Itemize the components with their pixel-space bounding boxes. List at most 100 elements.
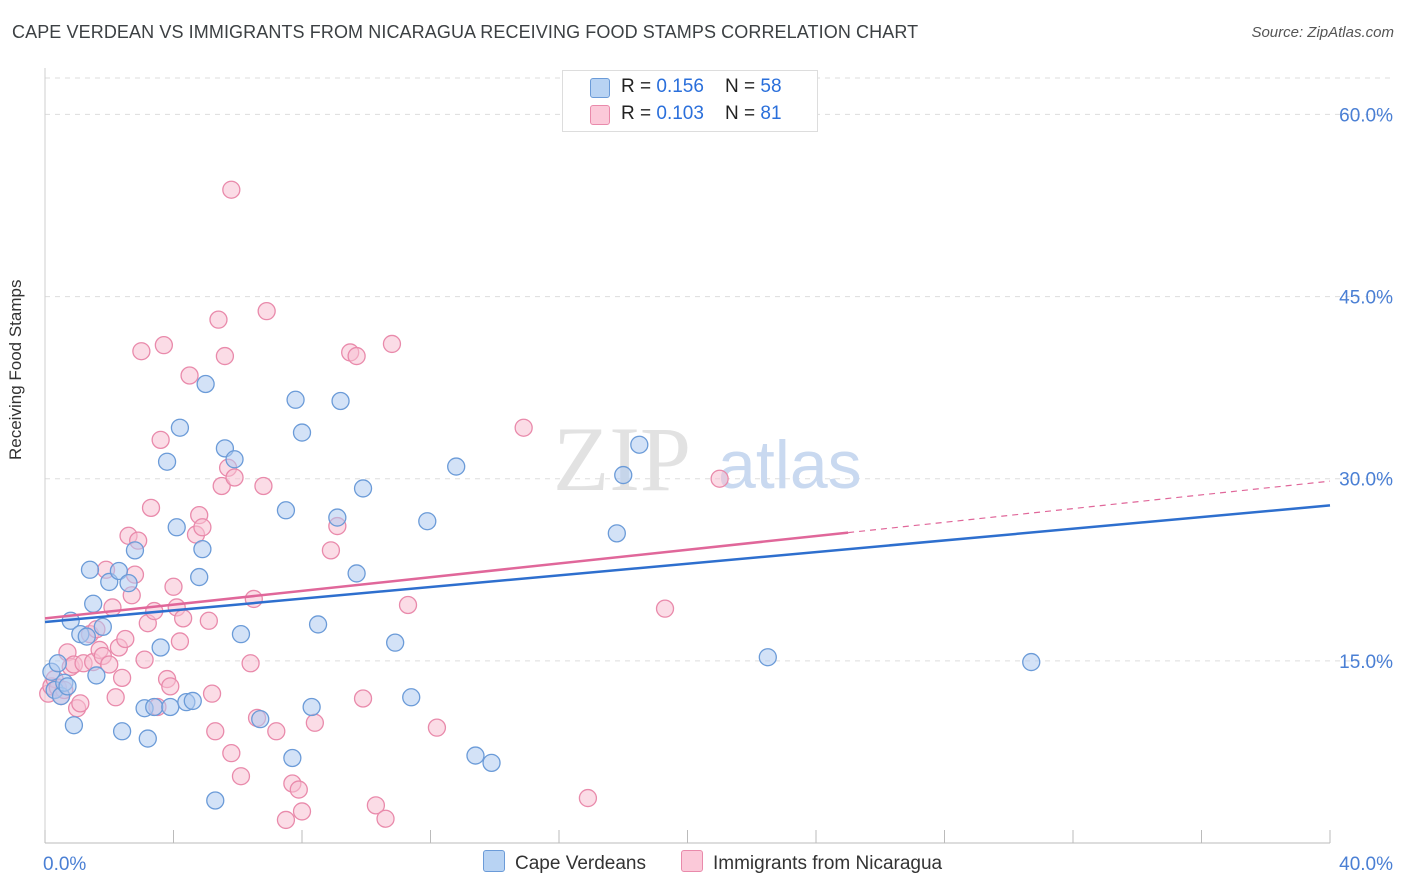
trend-line-extrapolated [848,480,1331,534]
data-point [347,564,366,583]
data-point [112,722,132,741]
data-point [132,342,151,361]
legend-row-cape-verdean: R = 0.156 N = 58 [563,75,817,101]
data-point [116,629,135,649]
legend-item-cape-verdeans: Cape Verdeans [483,850,646,875]
data-point [447,457,466,476]
data-point [87,666,106,685]
data-point [106,688,125,707]
data-point [135,650,154,669]
data-point [173,609,193,628]
legend-label: Cape Verdeans [515,853,646,874]
source-label: Source: ZipAtlas.com [1251,24,1394,41]
data-point [427,718,447,737]
watermark-zip: ZIP [553,408,691,510]
data-point [215,346,235,366]
x-tick-label: 40.0% [1339,854,1393,875]
legend-swatch-blue [590,78,610,98]
data-point [276,501,296,520]
y-tick-label: 30.0% [1339,470,1393,491]
data-point [190,567,209,587]
r-label: R = [621,103,657,124]
data-point [64,716,84,735]
data-point [231,767,251,786]
legend-swatch-pink [590,105,610,125]
data-point [305,713,325,732]
y-axis-label: Receiving Food Stamps [6,279,25,460]
data-point [710,469,729,488]
tick-labels: 15.0% 30.0% 45.0% 60.0% 0.0% 40.0% [43,105,1393,875]
data-point [308,615,328,634]
data-point [225,450,244,469]
data-point [655,599,675,618]
trend-line [44,531,849,620]
data-point [292,802,312,821]
data-point [157,452,177,471]
data-point [225,468,244,487]
data-point [241,654,260,673]
data-point [276,810,296,830]
data-point [112,668,132,688]
data-point [125,541,145,560]
n-value: 81 [760,103,782,124]
data-point [578,788,598,808]
data-point [630,435,649,454]
data-point [71,694,90,713]
legend-swatch-blue [483,850,505,872]
data-point [328,508,347,527]
legend-label: Immigrants from Nicaragua [713,853,943,874]
data-point [302,697,321,717]
data-point [466,746,485,765]
data-point [164,577,183,596]
data-point [93,617,112,637]
data-point [386,633,405,652]
data-point [209,310,228,329]
data-point [196,374,215,394]
data-point [254,476,273,496]
legend-item-nicaragua: Immigrants from Nicaragua [681,850,942,875]
data-point [402,688,421,707]
data-point [141,498,161,518]
data-point [206,791,225,810]
data-point [212,476,231,496]
data-point [170,632,190,651]
data-point [138,729,157,748]
trend-line [44,504,1331,624]
y-tick-label: 60.0% [1339,105,1393,126]
r-label: R = [621,76,657,97]
data-point [103,598,122,617]
watermark-atlas: atlas [718,427,862,503]
data-point [77,627,96,646]
data-point [1022,652,1041,672]
data-point [257,301,276,321]
data-point [353,689,373,708]
data-point [119,573,138,593]
series-cape-verdean-points [42,374,1041,810]
data-point [347,346,366,366]
chart-title: CAPE VERDEAN VS IMMIGRANTS FROM NICARAGU… [12,22,919,42]
data-point [283,748,302,768]
data-point [58,677,77,696]
legend-swatch-pink [681,850,703,872]
data-point [183,691,202,711]
data-point [267,722,286,741]
data-point [758,648,777,667]
y-tick-label: 15.0% [1339,652,1393,673]
y-tick-label: 45.0% [1339,288,1393,309]
data-point [151,638,170,657]
data-point [382,334,402,354]
data-point [331,391,350,411]
axes [44,68,1331,844]
data-point [170,418,190,437]
data-point [151,430,170,450]
data-point [161,697,180,717]
data-point [292,423,312,442]
data-point [376,809,395,828]
data-point [145,697,164,717]
r-value: 0.156 [656,76,704,97]
data-point [244,589,263,609]
x-tick-label: 0.0% [43,854,86,875]
data-point [100,655,119,674]
data-point [353,479,373,498]
